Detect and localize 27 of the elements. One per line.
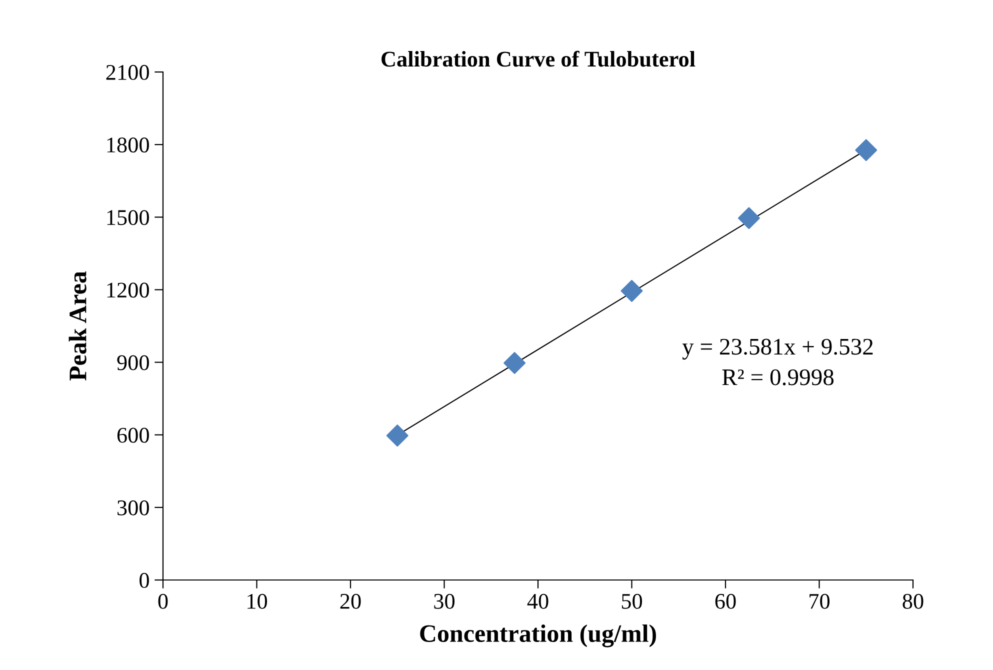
chart-title: Calibration Curve of Tulobuterol <box>382 50 696 67</box>
point <box>620 280 643 302</box>
point <box>855 139 878 162</box>
x-tick-label: 20 <box>340 594 361 609</box>
annotation: y = 23.581x + 9.532 <box>682 338 873 360</box>
y-tick-label: 1800 <box>107 138 149 152</box>
y-axis-title: Peak Area <box>68 271 86 381</box>
x-tick-label: 70 <box>810 594 830 609</box>
x-tick-label: 80 <box>902 594 924 609</box>
point <box>738 207 760 230</box>
y-tick-label: 300 <box>118 500 149 516</box>
x-tick-label: 30 <box>434 594 455 609</box>
x-axis-title: Concentration (ug/ml) <box>420 624 656 648</box>
y-tick-label: 2100 <box>106 64 149 80</box>
point <box>504 352 526 374</box>
y-tick-label: 900 <box>117 355 149 370</box>
x-tick-label: 50 <box>622 594 642 609</box>
annotation: R² = 0.9998 <box>722 369 834 386</box>
y-tick-label: 1200 <box>107 282 149 298</box>
x-tick-label: 60 <box>715 594 736 609</box>
y-tick-label: 1500 <box>107 210 149 226</box>
y-tick-label: 0 <box>140 572 149 588</box>
point <box>386 424 408 447</box>
x-tick-label: 0 <box>158 594 168 609</box>
x-tick-label: 40 <box>527 594 548 609</box>
x-tick-label: 10 <box>248 594 268 609</box>
y-tick-label: 600 <box>117 428 149 443</box>
